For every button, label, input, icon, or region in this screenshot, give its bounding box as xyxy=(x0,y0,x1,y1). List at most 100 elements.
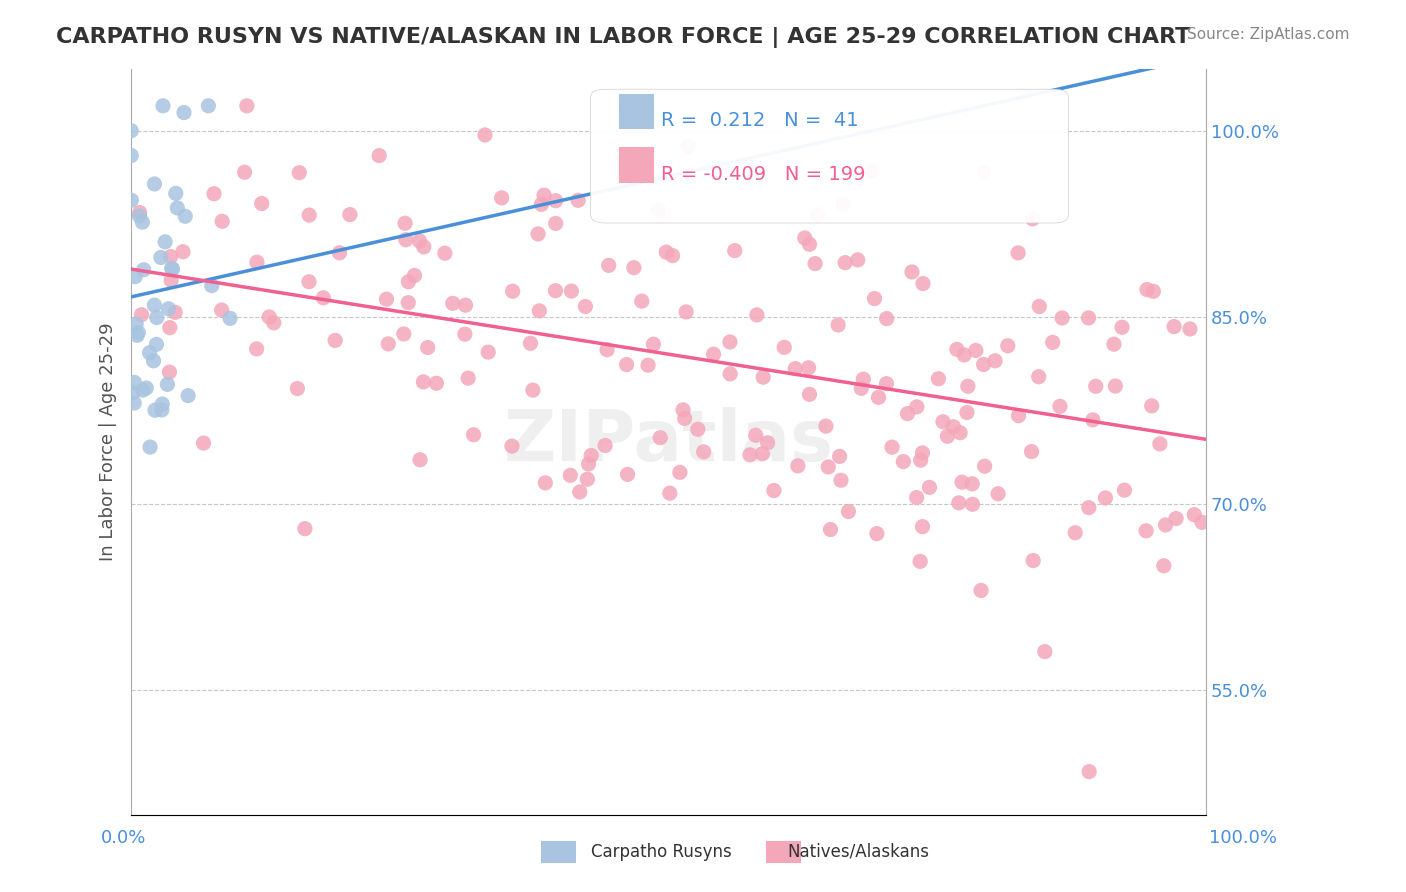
Point xyxy=(396,295,419,310)
Point xyxy=(745,428,768,442)
Point xyxy=(574,300,596,314)
Point xyxy=(159,320,181,334)
Point xyxy=(544,194,567,208)
Point xyxy=(647,202,669,217)
Point xyxy=(298,208,321,222)
Point xyxy=(613,99,636,113)
Point xyxy=(949,425,972,440)
Point xyxy=(1094,491,1116,505)
Point xyxy=(658,486,681,500)
Point xyxy=(143,403,166,417)
Point xyxy=(211,214,233,228)
Point xyxy=(132,383,155,397)
Point xyxy=(773,340,796,354)
Point xyxy=(236,99,259,113)
Point xyxy=(908,554,931,568)
Point xyxy=(139,440,162,454)
Point xyxy=(1135,524,1157,538)
Point xyxy=(263,316,285,330)
Point xyxy=(578,457,600,471)
Point xyxy=(127,328,149,343)
Point xyxy=(193,436,215,450)
Point xyxy=(143,298,166,312)
Point xyxy=(1021,444,1043,458)
Point xyxy=(970,583,993,598)
Point xyxy=(785,361,807,376)
Point xyxy=(502,284,524,298)
Point xyxy=(832,197,855,211)
Point xyxy=(1084,379,1107,393)
Point xyxy=(901,265,924,279)
Text: Carpatho Rusyns: Carpatho Rusyns xyxy=(591,843,731,861)
Point xyxy=(285,382,308,396)
Point xyxy=(1021,211,1043,226)
Point xyxy=(409,452,432,467)
Point xyxy=(1140,399,1163,413)
Point xyxy=(173,105,195,120)
Point xyxy=(956,379,979,393)
Point xyxy=(298,275,321,289)
Point xyxy=(927,372,949,386)
Point xyxy=(120,193,142,207)
Point xyxy=(762,483,785,498)
Point xyxy=(392,326,415,341)
Point xyxy=(960,476,983,491)
Point xyxy=(527,227,550,241)
Text: ZIPatlas: ZIPatlas xyxy=(503,407,834,476)
Point xyxy=(519,336,541,351)
Point xyxy=(138,345,160,359)
Point xyxy=(159,250,181,264)
Point xyxy=(1064,525,1087,540)
Point xyxy=(751,447,773,461)
Point xyxy=(756,435,779,450)
Point xyxy=(1142,285,1164,299)
Point xyxy=(973,459,995,474)
Point xyxy=(457,371,479,385)
Point xyxy=(121,385,143,400)
Point xyxy=(152,99,174,113)
Point xyxy=(177,389,200,403)
Point xyxy=(533,188,555,202)
Point xyxy=(1191,516,1213,530)
Point xyxy=(1153,558,1175,573)
Point xyxy=(834,255,856,269)
Point xyxy=(1022,553,1045,567)
Point xyxy=(150,403,173,417)
Point xyxy=(201,278,224,293)
Point xyxy=(876,376,898,391)
Point xyxy=(530,197,553,211)
Point xyxy=(474,128,496,142)
Text: R = -0.409   N = 199: R = -0.409 N = 199 xyxy=(661,165,865,184)
Point xyxy=(132,262,155,277)
Point xyxy=(1102,337,1125,351)
Point xyxy=(650,431,672,445)
Point xyxy=(876,311,898,326)
Point xyxy=(150,397,173,411)
Point xyxy=(911,519,934,533)
Point xyxy=(257,310,280,324)
Point xyxy=(675,305,697,319)
Point xyxy=(156,377,179,392)
Point xyxy=(172,244,194,259)
Point xyxy=(799,387,821,401)
Point xyxy=(1049,400,1071,414)
Point xyxy=(165,305,187,319)
Point xyxy=(544,284,567,298)
Point xyxy=(962,497,984,511)
Point xyxy=(394,216,416,230)
Point xyxy=(404,268,426,283)
Point xyxy=(745,308,768,322)
Point xyxy=(1028,369,1050,384)
Point xyxy=(692,445,714,459)
Point xyxy=(911,277,934,291)
Point xyxy=(718,334,741,349)
Point xyxy=(953,348,976,362)
Point xyxy=(165,186,187,201)
Point xyxy=(965,343,987,358)
Point xyxy=(166,201,188,215)
Point xyxy=(932,415,955,429)
Point xyxy=(501,439,523,453)
Point xyxy=(942,419,965,434)
Point xyxy=(408,234,430,248)
Point xyxy=(807,208,830,222)
